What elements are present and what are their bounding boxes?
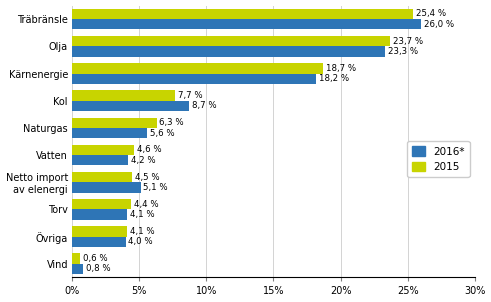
Bar xyxy=(72,46,385,57)
Text: 4,4 %: 4,4 % xyxy=(134,200,159,209)
Text: 4,5 %: 4,5 % xyxy=(135,173,160,182)
Text: 0,8 %: 0,8 % xyxy=(85,265,110,274)
Bar xyxy=(72,145,134,155)
Text: 4,2 %: 4,2 % xyxy=(131,156,156,165)
Text: 23,7 %: 23,7 % xyxy=(393,37,423,46)
Bar xyxy=(72,73,316,84)
Text: 6,3 %: 6,3 % xyxy=(160,118,184,127)
Bar xyxy=(72,101,189,111)
Bar xyxy=(72,90,175,101)
Bar xyxy=(72,253,80,264)
Text: 5,1 %: 5,1 % xyxy=(143,183,168,192)
Bar xyxy=(72,36,390,46)
Bar xyxy=(72,9,413,19)
Text: 0,6 %: 0,6 % xyxy=(83,254,108,263)
Text: 18,7 %: 18,7 % xyxy=(326,64,356,73)
Bar xyxy=(72,63,323,73)
Text: 4,1 %: 4,1 % xyxy=(130,210,155,219)
Bar xyxy=(72,237,126,247)
Bar xyxy=(72,155,129,165)
Bar xyxy=(72,226,127,237)
Text: 26,0 %: 26,0 % xyxy=(424,20,454,29)
Text: 4,1 %: 4,1 % xyxy=(130,227,155,236)
Text: 4,0 %: 4,0 % xyxy=(129,237,153,246)
Bar xyxy=(72,264,83,274)
Bar xyxy=(72,210,127,220)
Text: 23,3 %: 23,3 % xyxy=(387,47,418,56)
Text: 18,2 %: 18,2 % xyxy=(319,74,349,83)
Bar xyxy=(72,117,157,128)
Bar xyxy=(72,128,147,138)
Text: 8,7 %: 8,7 % xyxy=(191,101,216,110)
Text: 7,7 %: 7,7 % xyxy=(178,91,203,100)
Text: 4,6 %: 4,6 % xyxy=(136,146,161,154)
Text: 5,6 %: 5,6 % xyxy=(150,129,175,137)
Text: 25,4 %: 25,4 % xyxy=(416,9,446,18)
Bar xyxy=(72,19,421,30)
Bar xyxy=(72,182,140,193)
Bar xyxy=(72,199,131,210)
Legend: 2016*, 2015: 2016*, 2015 xyxy=(407,141,469,177)
Bar xyxy=(72,172,133,182)
